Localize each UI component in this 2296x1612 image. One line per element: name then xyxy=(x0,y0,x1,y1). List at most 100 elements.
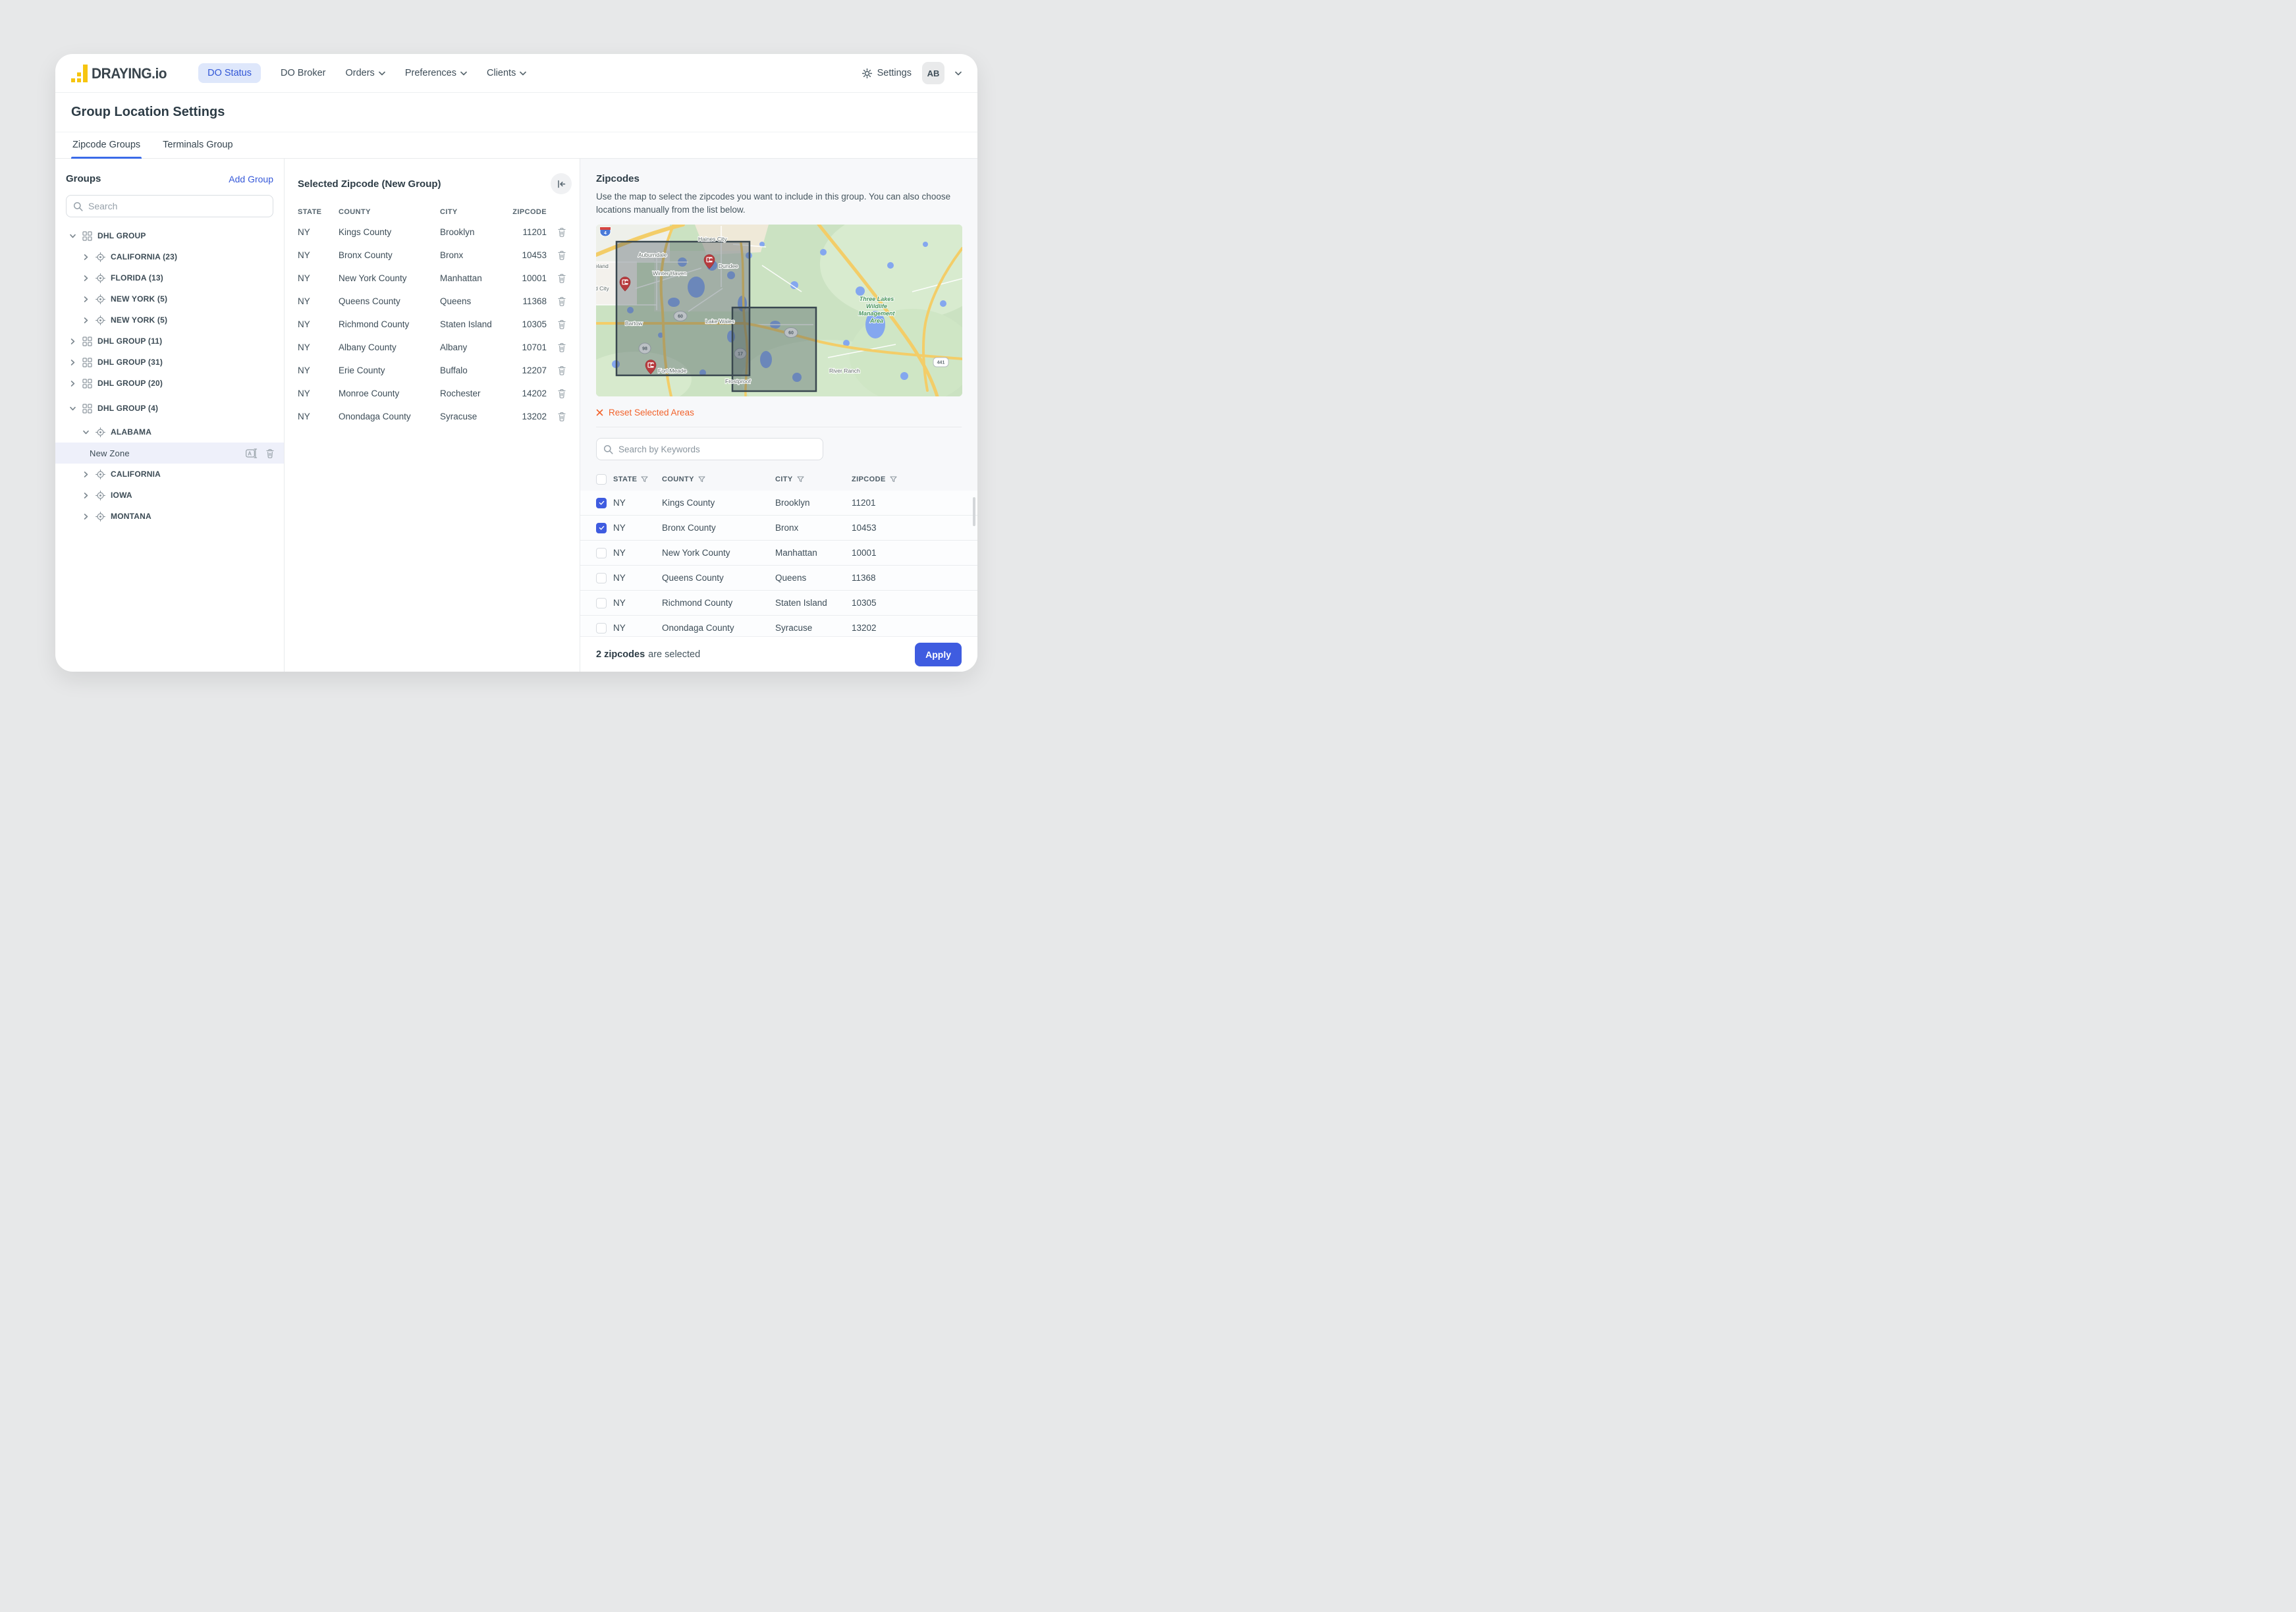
reset-selected-areas-button[interactable]: Reset Selected Areas xyxy=(596,408,962,417)
delete-row-button[interactable] xyxy=(557,273,566,283)
cell-city: Albany xyxy=(440,342,506,352)
tree-item-label: NEW YORK (5) xyxy=(111,294,167,304)
chevron-right-icon xyxy=(82,491,90,500)
nav-do-status[interactable]: DO Status xyxy=(198,63,261,83)
cell-city: Manhattan xyxy=(775,548,852,558)
selected-count: 2 zipcodes xyxy=(596,649,645,660)
delete-row-button[interactable] xyxy=(557,296,566,306)
tree-item-state[interactable]: ALABAMA xyxy=(55,421,284,443)
tree-item-group[interactable]: DHL GROUP (20) xyxy=(55,373,284,394)
row-checkbox[interactable] xyxy=(596,548,607,558)
tree-item-label: DHL GROUP (4) xyxy=(97,404,158,413)
table-row: NY Queens County Queens 11368 xyxy=(298,290,566,313)
tab-zipcode-groups[interactable]: Zipcode Groups xyxy=(71,132,142,158)
tree-item-group[interactable]: DHL GROUP xyxy=(55,225,284,246)
delete-row-button[interactable] xyxy=(557,365,566,375)
filter-icon[interactable] xyxy=(641,476,648,483)
tree-item-state[interactable]: FLORIDA (13) xyxy=(55,267,284,288)
table-header: STATE COUNTY CITY ZIPCODE xyxy=(298,203,566,221)
svg-text:Dundee: Dundee xyxy=(719,263,738,269)
tree-item-group[interactable]: DHL GROUP (11) xyxy=(55,331,284,352)
tree-item-state[interactable]: NEW YORK (5) xyxy=(55,288,284,309)
row-checkbox[interactable] xyxy=(596,598,607,608)
collapse-panel-button[interactable] xyxy=(551,173,572,194)
close-icon xyxy=(596,409,603,416)
cell-state: NY xyxy=(613,573,662,583)
table-scrollbar[interactable] xyxy=(973,497,975,526)
tree-item-state[interactable]: CALIFORNIA (23) xyxy=(55,246,284,267)
check-icon xyxy=(598,499,605,506)
zipcode-map[interactable]: 4 60 98 17 xyxy=(596,225,962,396)
zipcode-search-input[interactable] xyxy=(618,444,816,454)
delete-row-button[interactable] xyxy=(557,412,566,421)
trash-icon xyxy=(557,412,566,421)
tree-item-state[interactable]: MONTANA xyxy=(55,506,284,527)
delete-row-button[interactable] xyxy=(557,319,566,329)
zipcode-search xyxy=(596,438,823,460)
trash-icon xyxy=(557,227,566,237)
cell-zipcode: 10453 xyxy=(852,523,977,533)
cell-zipcode: 10305 xyxy=(852,598,977,608)
trash-icon[interactable] xyxy=(265,448,275,458)
search-icon xyxy=(73,202,83,211)
tree-item-zone-selected[interactable]: New Zone A xyxy=(55,443,284,464)
trash-icon xyxy=(557,389,566,398)
tree-item-state[interactable]: IOWA xyxy=(55,485,284,506)
chevron-down-icon xyxy=(520,71,526,76)
nav-orders[interactable]: Orders xyxy=(345,68,385,78)
cell-zipcode: 12207 xyxy=(506,365,547,375)
cell-city: Syracuse xyxy=(440,412,506,421)
svg-text:Auburndale: Auburndale xyxy=(638,252,667,258)
table-row: NY Albany County Albany 10701 xyxy=(298,336,566,359)
delete-row-button[interactable] xyxy=(557,342,566,352)
logo-text: DRAYING.io xyxy=(92,65,167,82)
header-right: Settings AB xyxy=(861,62,962,84)
cell-state: NY xyxy=(298,389,339,398)
apply-button[interactable]: Apply xyxy=(915,643,962,666)
delete-row-button[interactable] xyxy=(557,389,566,398)
cell-state: NY xyxy=(298,365,339,375)
table-row: NY New York County Manhattan 10001 xyxy=(580,541,977,566)
chevron-down-icon[interactable] xyxy=(955,71,962,76)
tree-item-label: New Zone xyxy=(90,448,130,458)
app-logo[interactable]: DRAYING.io xyxy=(71,65,171,82)
add-group-button[interactable]: Add Group xyxy=(229,174,273,184)
filter-icon[interactable] xyxy=(890,476,897,483)
nav-clients-label: Clients xyxy=(487,68,516,78)
row-checkbox[interactable] xyxy=(596,623,607,633)
tree-item-state[interactable]: NEW YORK (5) xyxy=(55,309,284,331)
tree-item-state[interactable]: CALIFORNIA xyxy=(55,464,284,485)
table-header: STATE COUNTY CITY ZIPCODE xyxy=(580,468,977,491)
svg-text:441: 441 xyxy=(937,361,945,365)
row-checkbox[interactable] xyxy=(596,573,607,583)
delete-row-button[interactable] xyxy=(557,250,566,260)
nav-do-broker[interactable]: DO Broker xyxy=(281,68,326,78)
tree-item-group[interactable]: DHL GROUP (4) xyxy=(55,398,284,419)
svg-text:Winter Haven: Winter Haven xyxy=(653,270,687,277)
nav-clients[interactable]: Clients xyxy=(487,68,526,78)
svg-text:Three Lakes: Three Lakes xyxy=(860,296,894,302)
delete-row-button[interactable] xyxy=(557,227,566,237)
chevron-down-icon xyxy=(68,232,77,240)
rename-icon[interactable]: A xyxy=(246,448,258,458)
chevron-down-icon xyxy=(68,404,77,413)
check-icon xyxy=(598,524,605,531)
chevron-right-icon xyxy=(82,274,90,282)
svg-text:Management: Management xyxy=(858,310,895,317)
tree-item-group[interactable]: DHL GROUP (31) xyxy=(55,352,284,373)
select-all-checkbox[interactable] xyxy=(596,474,607,485)
avatar[interactable]: AB xyxy=(922,62,944,84)
cell-city: Brooklyn xyxy=(440,227,506,237)
tab-terminals-group[interactable]: Terminals Group xyxy=(161,132,234,158)
row-checkbox-checked[interactable] xyxy=(596,523,607,533)
nav-preferences[interactable]: Preferences xyxy=(405,68,467,78)
groups-search-input[interactable] xyxy=(88,201,266,211)
row-checkbox-checked[interactable] xyxy=(596,498,607,508)
cell-county: Bronx County xyxy=(662,523,775,533)
settings-button[interactable]: Settings xyxy=(861,68,912,79)
zipcodes-description: Use the map to select the zipcodes you w… xyxy=(596,190,962,217)
table-row: NY Monroe County Rochester 14202 xyxy=(298,382,566,405)
location-icon xyxy=(96,315,105,325)
filter-icon[interactable] xyxy=(797,476,804,483)
filter-icon[interactable] xyxy=(698,476,705,483)
